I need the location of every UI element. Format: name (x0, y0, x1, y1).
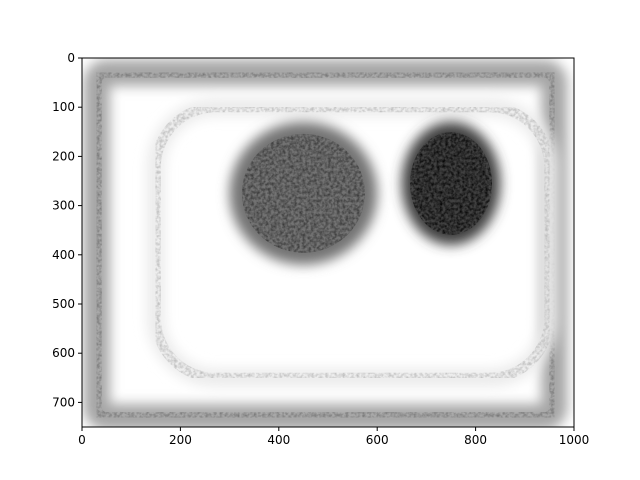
x-tick-label: 200 (169, 433, 192, 447)
x-tick-label: 1000 (559, 433, 590, 447)
y-tick-label: 300 (52, 199, 75, 213)
x-tick-label: 600 (366, 433, 389, 447)
x-axis: 0 200 400 600 800 1000 (78, 427, 589, 447)
y-tick-label: 100 (52, 100, 75, 114)
x-tick-label: 400 (267, 433, 290, 447)
heatmap-region-left-lobe (229, 121, 378, 265)
heatmap-region-inner-ring (146, 98, 559, 387)
y-axis: 0 100 200 300 400 500 600 700 (52, 51, 82, 409)
y-tick-label: 200 (52, 149, 75, 163)
heatmap-image (82, 58, 574, 427)
y-tick-label: 0 (67, 51, 75, 65)
heatmap-region-right-lobe (401, 121, 501, 245)
y-tick-label: 400 (52, 248, 75, 262)
x-tick-label: 800 (464, 433, 487, 447)
y-tick-label: 700 (52, 395, 75, 409)
x-tick-label: 0 (78, 433, 86, 447)
y-tick-label: 500 (52, 297, 75, 311)
plot-frame (81, 57, 575, 428)
y-tick-label: 600 (52, 346, 75, 360)
